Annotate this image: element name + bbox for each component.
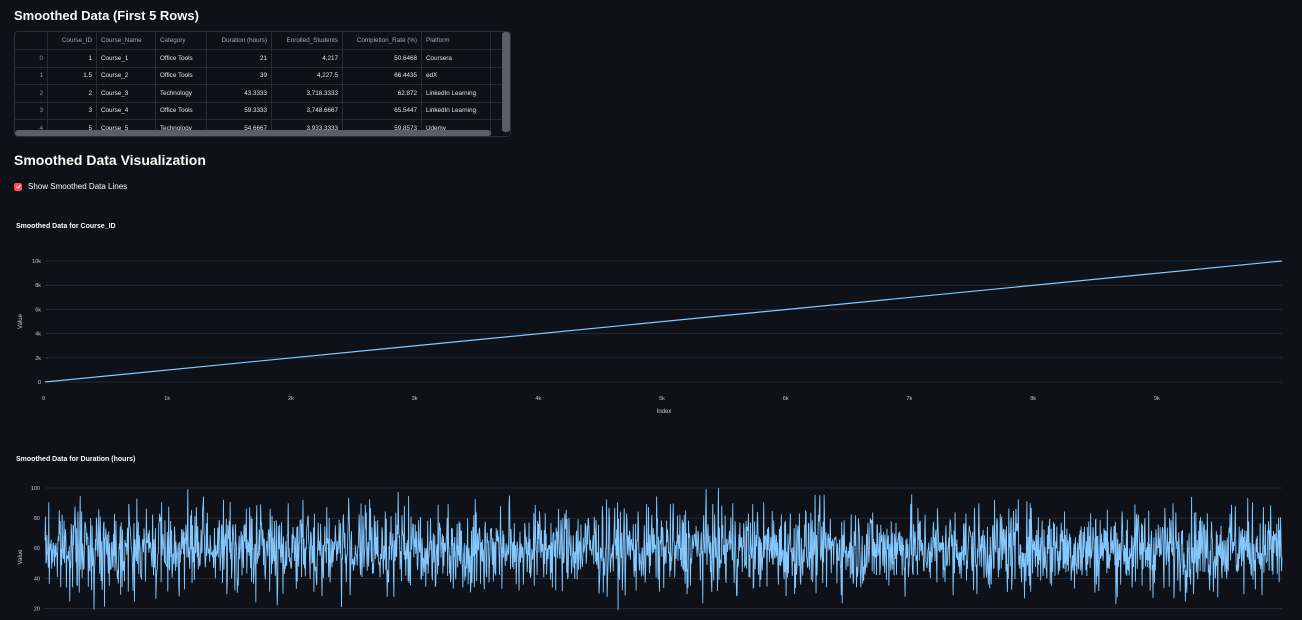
column-header[interactable]: Platform: [421, 32, 491, 50]
y-tick-label: 0: [38, 380, 41, 386]
column-header[interactable]: Completion_Rate (%): [342, 32, 422, 50]
y-tick-label: 8k: [35, 283, 41, 289]
checkbox-checked-icon[interactable]: [14, 182, 22, 191]
x-tick-label: 5k: [659, 396, 665, 402]
table-cell[interactable]: 66.4435: [342, 67, 422, 85]
table-row[interactable]: 1 1.5 Course_2 Office Tools 39 4,227.5 66.4435…: [15, 67, 510, 85]
table-cell[interactable]: Course_3: [96, 84, 156, 103]
x-tick-label: 9k: [1154, 396, 1160, 402]
series-line: [44, 260, 1283, 383]
table-cell[interactable]: 4,227.5: [271, 67, 343, 85]
y-tick-label: 60: [34, 546, 40, 552]
table-cell[interactable]: 50.6468: [342, 49, 422, 68]
chart-title-duration: Smoothed Data for Duration (hours): [16, 456, 136, 463]
table-cell[interactable]: LinkedIn Learning: [421, 84, 491, 103]
row-index[interactable]: 3: [15, 102, 48, 120]
table-cell[interactable]: 1.5: [47, 67, 97, 85]
table-cell[interactable]: 39: [206, 67, 272, 85]
table-cell[interactable]: 65.5447: [342, 102, 422, 120]
row-index[interactable]: 1: [15, 67, 48, 85]
table-cell[interactable]: 4,217: [271, 49, 343, 68]
table-cell[interactable]: 3: [47, 102, 97, 120]
column-header[interactable]: Course_Name: [96, 32, 156, 50]
table-grid: Course_ID Course_Name Category Duration (ho…: [15, 32, 510, 136]
y-tick-label: 40: [34, 576, 40, 582]
y-tick-label: 6k: [35, 307, 41, 313]
table-cell[interactable]: 1: [47, 49, 97, 68]
x-axis-label: Index: [657, 409, 672, 415]
table-cell[interactable]: Coursera: [421, 49, 491, 68]
table-cell[interactable]: 21: [206, 49, 272, 68]
y-axis-label: Value: [18, 549, 24, 565]
table-cell[interactable]: 62.872: [342, 84, 422, 103]
series-line: [44, 488, 1283, 611]
x-tick-label: 1k: [164, 396, 170, 402]
y-axis-label: Value: [18, 313, 24, 329]
y-tick-label: 100: [31, 486, 40, 492]
table-cell[interactable]: Office Tools: [155, 67, 207, 85]
chart-title-course-id: Smoothed Data for Course_ID: [16, 223, 116, 230]
y-tick-label: 2k: [35, 356, 41, 362]
row-index[interactable]: 2: [15, 84, 48, 103]
y-tick-label: 20: [34, 606, 40, 612]
chart-course-id[interactable]: 0 2k 4k 6k 8k 10k 0 1k 2k 3k 4k 5k 6k 7k 8k 9k Index Valu…: [0, 240, 1302, 425]
y-tick-label: 80: [34, 516, 40, 522]
y-tick-label: 4k: [35, 332, 41, 338]
x-tick-label: 8k: [1030, 396, 1036, 402]
table-cell[interactable]: 59.3333: [206, 102, 272, 120]
table-title: Smoothed Data (First 5 Rows): [14, 8, 199, 23]
table-cell[interactable]: Office Tools: [155, 102, 207, 120]
table-horizontal-scrollbar[interactable]: [15, 130, 491, 136]
table-row[interactable]: 2 2 Course_3 Technology 43.3333 3,718.3333 62.…: [15, 84, 510, 103]
chart-duration[interactable]: 20 40 60 80 100 Value: [0, 480, 1302, 620]
table-cell[interactable]: Office Tools: [155, 49, 207, 68]
table-header-row: Course_ID Course_Name Category Duration (ho…: [15, 32, 510, 50]
table-cell[interactable]: Course_4: [96, 102, 156, 120]
table-row[interactable]: 3 3 Course_4 Office Tools 59.3333 3,748.6667 6…: [15, 102, 510, 120]
checkbox-label: Show Smoothed Data Lines: [28, 182, 128, 191]
table-cell[interactable]: Course_1: [96, 49, 156, 68]
x-tick-label: 4k: [535, 396, 541, 402]
table-cell[interactable]: Technology: [155, 84, 207, 103]
show-smoothed-lines-checkbox[interactable]: Show Smoothed Data Lines: [14, 182, 127, 191]
x-tick-label: 7k: [906, 396, 912, 402]
x-tick-label: 2k: [288, 396, 294, 402]
x-tick-label: 0: [42, 396, 45, 402]
table-cell[interactable]: 3,718.3333: [271, 84, 343, 103]
y-tick-label: 10k: [32, 259, 41, 265]
column-header[interactable]: Category: [155, 32, 207, 50]
data-table[interactable]: Course_ID Course_Name Category Duration (ho…: [14, 31, 511, 137]
table-cell[interactable]: LinkedIn Learning: [421, 102, 491, 120]
table-cell[interactable]: 3,748.6667: [271, 102, 343, 120]
table-cell[interactable]: 43.3333: [206, 84, 272, 103]
column-header[interactable]: Course_ID: [47, 32, 97, 50]
table-vertical-scrollbar[interactable]: [502, 32, 510, 132]
table-cell[interactable]: Course_2: [96, 67, 156, 85]
row-index[interactable]: 0: [15, 49, 48, 68]
table-cell[interactable]: 2: [47, 84, 97, 103]
column-header[interactable]: [15, 32, 48, 50]
viz-title: Smoothed Data Visualization: [14, 152, 206, 168]
x-tick-label: 6k: [783, 396, 789, 402]
column-header[interactable]: Duration (hours): [206, 32, 272, 50]
x-tick-label: 3k: [412, 396, 418, 402]
column-header[interactable]: Enrolled_Students: [271, 32, 343, 50]
table-row[interactable]: 0 1 Course_1 Office Tools 21 4,217 50.6468 Cour…: [15, 49, 510, 68]
table-cell[interactable]: edX: [421, 67, 491, 85]
